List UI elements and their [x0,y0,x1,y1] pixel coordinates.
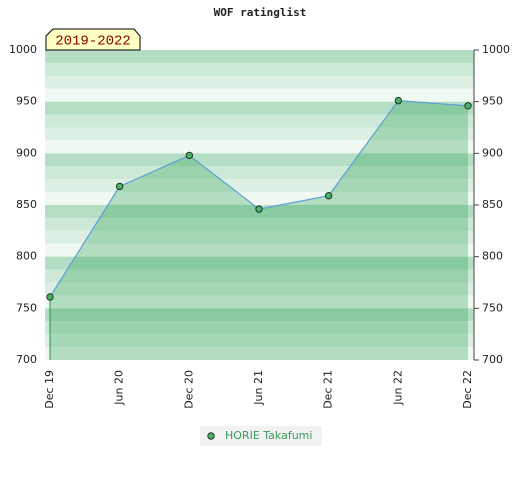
grid-stripe [45,166,474,180]
grid-stripe [45,75,474,89]
legend-label: HORIE Takafumi [225,429,312,442]
grid-stripe [45,192,474,205]
badge-box [45,28,141,51]
y-tick-label: 850 [16,198,37,211]
x-tick-label: Jun 21 [252,370,265,406]
grid-stripe [45,127,474,141]
marker [394,96,403,105]
y-tick-label: 950 [16,95,37,108]
y2-tick-label: 900 [482,146,503,159]
y2-tick-label: 1000 [482,43,510,56]
marker [324,192,333,200]
grid-stripe [45,50,474,63]
y-tick-label: 700 [16,353,37,366]
grid-stripe [45,295,474,309]
y-tick-label: 900 [16,146,37,159]
y2-tick-label: 800 [482,250,503,263]
grid-stripe [45,308,474,322]
y2-tick-label: 850 [482,198,503,211]
legend-box [200,426,322,446]
grid-stripe [45,179,474,193]
y2-tick-label: 950 [482,95,503,108]
legend-marker [207,432,215,440]
badge-text: 2019-2022 [55,34,131,50]
y2-tick-label: 750 [482,301,503,314]
y-tick-label: 750 [16,301,37,314]
grid-stripe [45,230,474,244]
x-tick-label: Dec 20 [182,370,195,409]
x-tick-label: Dec 21 [322,370,335,409]
y-tick-label: 1000 [9,43,37,56]
marker [255,205,263,213]
chart-title: WOF ratinglist [214,6,307,19]
grid-stripe [45,153,474,167]
marker [46,293,54,301]
grid-stripe [45,282,474,296]
x-tick-label: Jun 20 [113,370,126,406]
grid-stripe [45,256,474,270]
grid-stripe [45,88,474,102]
grid-stripe [45,269,474,283]
y2-tick-label: 700 [482,353,503,366]
y-tick-label: 800 [16,250,37,263]
grid-stripe [45,347,474,360]
grid-stripe [45,321,474,335]
grid-stripe [45,334,474,348]
x-tick-label: Jun 22 [391,370,404,406]
x-tick-label: Dec 22 [461,370,474,409]
grid-stripe [45,101,474,115]
marker [464,102,472,110]
grid-stripe [45,62,474,76]
marker [185,151,194,160]
marker [115,182,124,191]
x-tick-label: Dec 19 [43,370,56,409]
grid-stripe [45,217,474,231]
grid-stripe [45,243,474,257]
grid-stripe [45,114,474,128]
area-fill [50,100,468,360]
